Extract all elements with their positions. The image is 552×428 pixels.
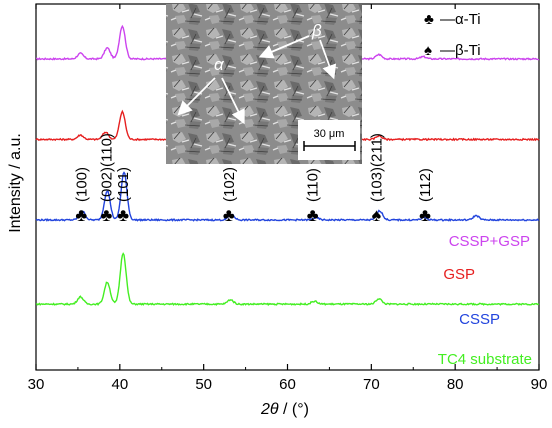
phase-legend: ♣ —α-Ti ♠ —β-Ti (424, 11, 481, 59)
peak-label: (100) (73, 167, 90, 202)
peak-phase-symbol: ♣ (101, 205, 113, 225)
sem-arrow-beta-2 (319, 39, 337, 80)
x-tick-label-70: 70 (363, 376, 380, 393)
x-axis-unit: / (°) (279, 401, 309, 418)
series-label-cssp: CSSP (459, 311, 500, 328)
peak-label: (002)(110) (98, 133, 115, 202)
series-label-cssp-gsp: CSSP+GSP (449, 233, 530, 250)
sem-arrow-alpha-2 (221, 77, 245, 125)
peak-phase-symbol: ♣ (307, 205, 319, 225)
sem-scale-bar-label: 30 μm (314, 128, 345, 140)
peak-phase-symbol: ♠ (372, 205, 382, 225)
x-tick-label-60: 60 (279, 376, 296, 393)
peak-label: (112) (417, 168, 434, 202)
x-axis-symbol: 2θ (260, 401, 279, 418)
series-line-tc4-substrate (35, 252, 540, 307)
x-tick-label-30: 30 (28, 376, 45, 393)
x-tick-label-40: 40 (111, 376, 128, 393)
legend-symbol-beta: ♠ (424, 42, 432, 59)
x-tick-label-90: 90 (531, 376, 548, 393)
series-line-cssp (35, 171, 540, 222)
peak-phase-symbol: ♣ (117, 205, 129, 225)
sem-label-alpha: α (214, 55, 225, 74)
peak-phase-symbol: ♣ (75, 205, 87, 225)
sem-inset: 30 μm α β (166, 4, 362, 164)
legend-label-beta: —β-Ti (440, 42, 481, 59)
peak-label: (102) (221, 167, 238, 202)
peak-label: (110) (305, 168, 322, 202)
x-axis-title: 2θ / (°) (260, 401, 309, 418)
x-axis-ticks: 30 40 50 60 70 80 90 (28, 4, 548, 393)
peak-label-layer: ♣(100)♣(002)(110)♣(101)♣(102)♣(110)♠(103… (73, 133, 434, 225)
series-label-gsp: GSP (443, 266, 475, 283)
x-tick-label-80: 80 (447, 376, 464, 393)
sem-label-beta: β (311, 21, 322, 40)
x-tick-label-50: 50 (195, 376, 212, 393)
sem-scale-bar-box (298, 120, 360, 160)
peak-phase-symbol: ♣ (223, 205, 235, 225)
peak-label: (101) (115, 167, 132, 202)
peak-label: (103)(211) (368, 133, 385, 202)
sem-arrow-beta-1 (258, 35, 310, 59)
legend-label-alpha: —α-Ti (440, 11, 481, 28)
series-label-layer: CSSP+GSP GSP CSSP TC4 substrate (438, 233, 532, 368)
series-label-tc4-substrate: TC4 substrate (438, 351, 532, 368)
y-axis-title: Intensity / a.u. (7, 133, 24, 233)
legend-symbol-alpha: ♣ (424, 11, 434, 28)
peak-phase-symbol: ♣ (419, 205, 431, 225)
sem-arrow-alpha-1 (177, 77, 216, 116)
